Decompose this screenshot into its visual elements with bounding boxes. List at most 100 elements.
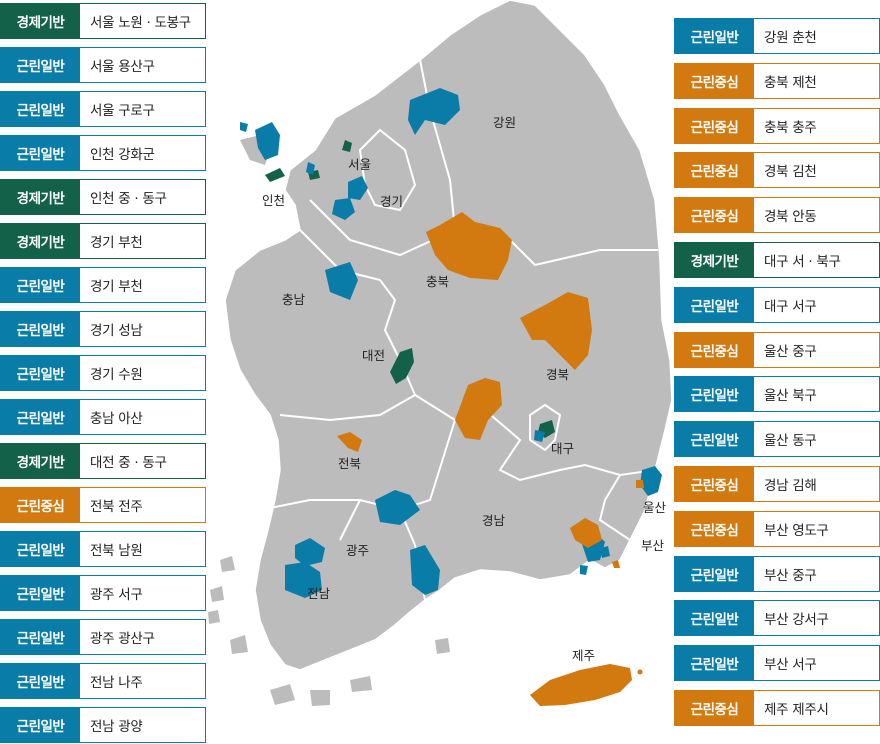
project-type-tag: 근린중심 [675, 332, 754, 367]
project-location: 서울 노원 · 도봉구 [90, 15, 191, 31]
project-type-tag: 근린중심 [675, 511, 754, 546]
project-location: 대구 서 · 북구 [764, 254, 841, 270]
project-item: 근린일반 부산 서구 [674, 645, 880, 682]
project-type-tag: 근린중심 [675, 63, 754, 98]
project-type-tag: 경제기반 [1, 180, 80, 214]
project-item: 근린일반 전북 남원 [0, 531, 206, 567]
label-gyeongbuk: 경북 [546, 367, 569, 382]
project-type-tag: 근린중심 [675, 108, 754, 143]
project-item: 근린중심 경북 안동 [674, 197, 880, 234]
project-type-tag: 근린일반 [1, 312, 80, 346]
label-chungnam: 충남 [282, 292, 306, 307]
label-chungbuk: 충북 [426, 274, 449, 289]
label-gyeonggi: 경기 [380, 194, 403, 209]
project-location: 광주 서구 [90, 587, 143, 603]
project-item: 근린일반 광주 서구 [0, 575, 206, 611]
project-item: 경제기반 경기 부천 [0, 223, 206, 259]
project-location: 경북 안동 [764, 209, 817, 226]
project-location: 전북 남원 [90, 543, 143, 559]
project-type-tag: 근린일반 [1, 620, 80, 654]
project-item: 경제기반 인천 중 · 동구 [0, 179, 206, 215]
project-type-tag: 근린일반 [1, 532, 80, 566]
project-location: 대전 중 · 동구 [90, 455, 167, 471]
label-ulsan: 울산 [643, 500, 667, 515]
project-location: 부산 강서구 [764, 612, 829, 629]
project-location: 전북 전주 [90, 499, 143, 515]
project-item: 경제기반 대구 서 · 북구 [674, 242, 880, 278]
project-location: 부산 서구 [764, 657, 817, 674]
project-type-tag: 경제기반 [1, 444, 80, 478]
project-item: 근린중심 전북 전주 [0, 487, 206, 523]
project-item: 근린일반 전남 나주 [0, 663, 206, 699]
project-location: 인천 중 · 동구 [90, 191, 167, 207]
project-type-tag: 근린일반 [1, 268, 80, 302]
project-item: 근린일반 경기 성남 [0, 311, 206, 347]
project-item: 근린중심 경북 김천 [674, 152, 880, 189]
project-type-tag: 근린일반 [675, 556, 754, 591]
project-type-tag: 경제기반 [675, 243, 754, 277]
project-location: 서울 구로구 [90, 103, 155, 119]
label-incheon: 인천 [262, 193, 285, 208]
project-item: 근린중심 충북 충주 [674, 107, 880, 144]
project-type-tag: 근린일반 [1, 136, 80, 170]
cen-areas [337, 212, 644, 568]
project-location: 부산 영도구 [764, 522, 829, 539]
label-gwangju: 광주 [346, 543, 369, 558]
project-item: 근린중심 울산 중구 [674, 331, 880, 368]
project-item: 근린일반 부산 강서구 [674, 600, 880, 637]
project-type-tag: 근린일반 [675, 287, 754, 322]
project-location: 제주 제주시 [764, 702, 829, 718]
label-daegu: 대구 [551, 441, 574, 456]
project-type-tag: 근린중심 [675, 691, 754, 725]
gen-areas [240, 88, 662, 598]
project-type-tag: 근린일반 [675, 377, 754, 412]
project-item: 근린일반 인천 강화군 [0, 135, 206, 171]
project-location: 광주 광산구 [90, 631, 155, 647]
project-item: 근린일반 서울 구로구 [0, 91, 206, 127]
project-type-tag: 근린중심 [675, 198, 754, 233]
project-location: 울산 동구 [764, 433, 817, 450]
project-location: 경기 성남 [90, 323, 143, 339]
project-location: 전남 나주 [90, 675, 143, 691]
project-type-tag: 근린일반 [1, 356, 80, 390]
project-item: 근린중심 제주 제주시 [674, 690, 880, 726]
project-type-tag: 근린일반 [675, 422, 754, 457]
project-item: 근린일반 경기 수원 [0, 355, 206, 391]
project-item: 근린중심 부산 영도구 [674, 510, 880, 547]
project-item: 근린일반 부산 중구 [674, 555, 880, 592]
project-type-tag: 근린일반 [1, 708, 80, 742]
project-type-tag: 경제기반 [1, 4, 80, 38]
project-type-tag: 근린일반 [675, 601, 754, 636]
project-item: 근린중심 경남 김해 [674, 466, 880, 502]
project-type-tag: 근린일반 [1, 664, 80, 698]
project-item: 근린일반 서울 용산구 [0, 47, 206, 83]
project-location: 울산 중구 [764, 343, 817, 360]
project-item: 경제기반 대전 중 · 동구 [0, 443, 206, 479]
korea-map: 강원 서울 인천 경기 충북 충남 대전 경북 대구 전북 경남 울산 부산 광… [208, 0, 673, 706]
project-location: 울산 북구 [764, 388, 817, 405]
project-item: 근린일반 전남 광양 [0, 707, 206, 743]
label-busan: 부산 [641, 538, 665, 553]
project-type-tag: 근린일반 [1, 400, 80, 434]
project-location: 서울 용산구 [90, 59, 155, 75]
project-location: 경북 김천 [764, 164, 817, 181]
mainland-shape [224, 0, 673, 671]
project-type-tag: 근린일반 [675, 646, 754, 681]
label-jeju: 제주 [572, 648, 595, 663]
label-daejeon: 대전 [362, 348, 385, 363]
project-location: 충북 충주 [764, 119, 817, 136]
project-type-tag: 근린일반 [1, 576, 80, 610]
project-type-tag: 근린중심 [675, 153, 754, 188]
region-labels: 강원 서울 인천 경기 충북 충남 대전 경북 대구 전북 경남 울산 부산 광… [262, 115, 667, 663]
project-location: 경기 부천 [90, 279, 143, 295]
project-location: 부산 중구 [764, 567, 817, 584]
project-location: 강원 춘천 [764, 30, 817, 46]
project-item: 근린일반 강원 춘천 [674, 18, 880, 54]
jeju-island [530, 664, 632, 706]
project-item: 근린일반 대구 서구 [674, 286, 880, 323]
project-type-tag: 경제기반 [1, 224, 80, 258]
project-location: 충남 아산 [90, 411, 143, 427]
project-item: 근린일반 광주 광산구 [0, 619, 206, 655]
label-seoul: 서울 [348, 157, 371, 172]
project-item: 근린일반 경기 부천 [0, 267, 206, 303]
